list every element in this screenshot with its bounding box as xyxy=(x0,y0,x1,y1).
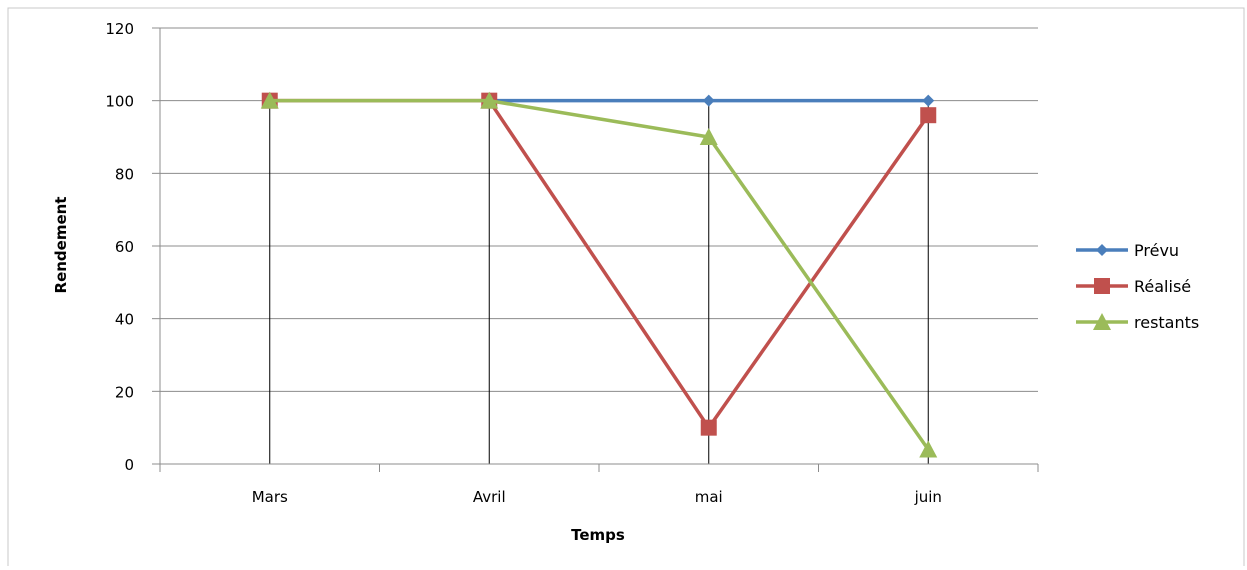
marker-diamond xyxy=(1096,244,1108,256)
legend-item-2: restants xyxy=(1076,313,1199,332)
legend-label: Prévu xyxy=(1134,241,1179,260)
y-tick-label: 0 xyxy=(124,456,134,474)
marker-square xyxy=(1094,278,1110,294)
legend: Prévu Réalisé restants xyxy=(1076,241,1199,332)
marker-diamond xyxy=(922,94,935,107)
series-0 xyxy=(483,94,935,107)
chart-border xyxy=(7,7,1245,570)
axes: 0 20 40 60 80 100 120 Mars Avril mai juin xyxy=(105,20,1039,506)
marker-triangle xyxy=(260,91,279,109)
marker-triangle xyxy=(480,91,499,109)
marker-triangle xyxy=(699,128,718,145)
marker-square xyxy=(700,419,717,436)
marker-square xyxy=(920,107,937,124)
legend-label: Réalisé xyxy=(1134,277,1191,296)
x-tick-label: Mars xyxy=(252,488,288,506)
series-2 xyxy=(260,91,938,458)
drop-lines xyxy=(269,100,929,464)
marker-triangle xyxy=(1093,313,1111,330)
x-tick-label: mai xyxy=(695,488,723,506)
legend-item-0: Prévu xyxy=(1076,241,1179,260)
x-tick-label: juin xyxy=(914,488,942,506)
y-axis-title: Rendement xyxy=(52,197,70,294)
legend-label: restants xyxy=(1134,313,1199,332)
y-tick-label: 80 xyxy=(115,165,134,183)
y-tick-label: 60 xyxy=(115,238,134,256)
y-tick-label: 100 xyxy=(105,93,134,111)
x-axis-title: Temps xyxy=(571,526,625,544)
marker-diamond xyxy=(702,94,715,107)
x-tick-label: Avril xyxy=(473,488,506,506)
y-tick-label: 120 xyxy=(105,20,134,38)
legend-item-1: Réalisé xyxy=(1076,277,1191,296)
series-group xyxy=(260,91,938,458)
series-line xyxy=(269,98,930,451)
y-tick-label: 40 xyxy=(115,311,134,329)
y-tick-label: 20 xyxy=(115,383,134,401)
marker-triangle xyxy=(919,440,938,458)
